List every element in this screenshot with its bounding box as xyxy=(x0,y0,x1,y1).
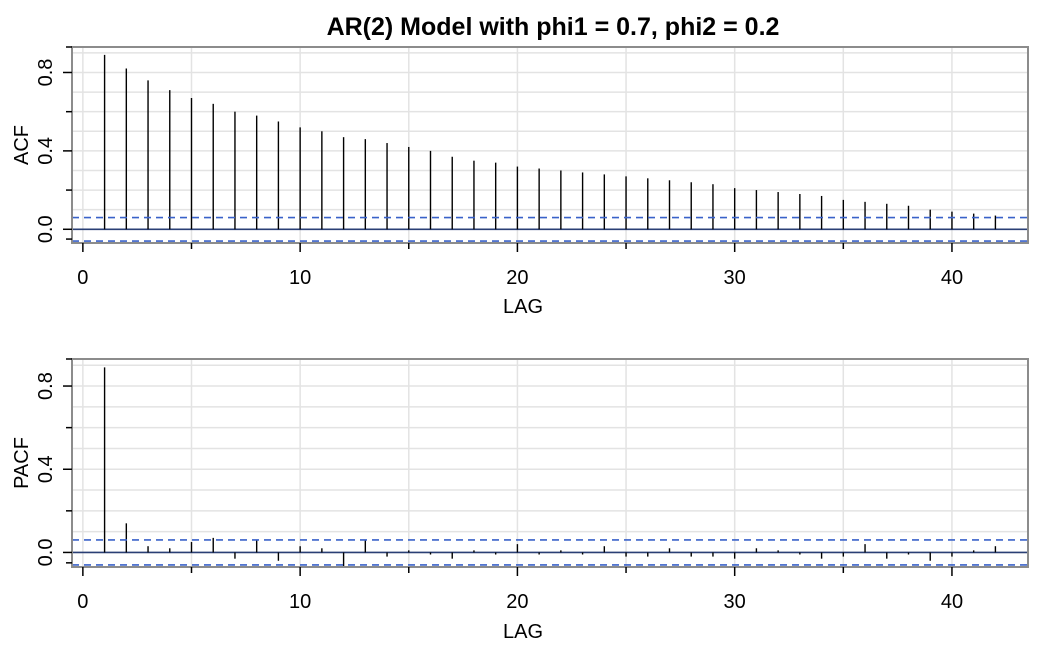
acf-y-axis-title: ACF xyxy=(11,125,33,165)
acf-x-tick-label: 40 xyxy=(941,267,963,289)
acf-panel: 0 10 20 30 40 0.0 0.4 0.8 LAG ACF xyxy=(11,46,1029,318)
acf-grid xyxy=(72,47,1028,243)
pacf-panel: 0 10 20 30 40 0.0 0.4 0.8 LAG PACF xyxy=(11,358,1029,643)
acf-x-axis-title: LAG xyxy=(503,296,543,318)
pacf-x-tick-label: 40 xyxy=(941,591,963,613)
pacf-y-tick-label: 0.0 xyxy=(35,539,57,567)
pacf-grid xyxy=(72,359,1028,567)
pacf-x-axis-title: LAG xyxy=(503,621,543,643)
acf-frame xyxy=(71,46,1029,244)
chart-title: AR(2) Model with phi1 = 0.7, phi2 = 0.2 xyxy=(327,13,780,41)
pacf-x-tick-label: 10 xyxy=(289,591,311,613)
pacf-x-tick-label: 0 xyxy=(77,591,88,613)
pacf-y-tick-label: 0.8 xyxy=(35,372,57,400)
acf-x-tick-label: 0 xyxy=(77,267,88,289)
acf-x-tick-label: 20 xyxy=(506,267,528,289)
pacf-x-tick-label: 20 xyxy=(506,591,528,613)
acf-x-tick-label: 10 xyxy=(289,267,311,289)
acf-y-tick-label: 0.8 xyxy=(35,59,57,87)
pacf-frame xyxy=(71,358,1029,568)
acf-y-tick-label: 0.0 xyxy=(35,215,57,243)
acf-y-tick-label: 0.4 xyxy=(35,137,57,165)
acf-x-tick-label: 30 xyxy=(724,267,746,289)
pacf-x-tick-label: 30 xyxy=(724,591,746,613)
pacf-y-axis-title: PACF xyxy=(11,437,33,489)
pacf-y-tick-label: 0.4 xyxy=(35,455,57,483)
